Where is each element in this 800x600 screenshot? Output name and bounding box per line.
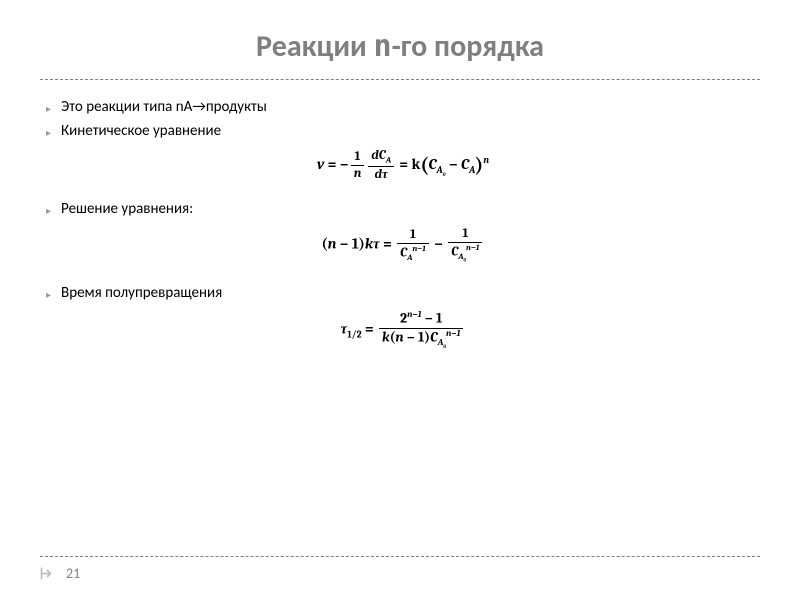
f1-eq2: = k [396,155,420,173]
bullet-3: ▸ Решение уравнения: [46,200,760,218]
bullet-3-text: Решение уравнения: [61,200,193,218]
title-part1: Реакции [256,28,374,65]
bottom-divider [40,556,760,557]
f2-frac2: 1CA0n−1 [448,226,482,264]
top-divider [40,79,760,80]
formula-halflife: τ1/2 = 2n−1 − 1k(n − 1)CA0n−1 [46,310,760,350]
title-n: n [374,29,392,64]
formula-solution: (n − 1)kτ = 1CAn−1 − 1CA0n−1 [46,226,760,264]
f1-frac1: 1n [351,149,365,181]
page-number: 21 [66,565,80,582]
f2-frac1: 1CAn−1 [397,227,429,263]
title-part2: -го порядка [392,28,544,65]
slide: Реакции n-го порядка ▸ Это реакции типа … [0,0,800,600]
f1-frac2: dCAdτ [368,148,394,182]
bullet-2-text: Кинетическое уравнение [61,122,221,140]
bullet-4-text: Время полупревращения [61,284,222,302]
bullet-marker-icon: ▸ [46,102,51,115]
formula-kinetic: v = −1ndCAdτ = k(CA0 − CA)n [46,148,760,182]
bullet-1: ▸ Это реакции типа nA→продукты [46,98,760,116]
f3-frac: 2n−1 − 1k(n − 1)CA0n−1 [379,310,463,350]
bullet-marker-icon: ▸ [46,288,51,301]
bullet-4: ▸ Время полупревращения [46,284,760,302]
f1-eq1: = − [324,155,348,173]
footer-row: 21 [40,565,760,582]
content-area: ▸ Это реакции типа nA→продукты ▸ Кинетич… [40,98,760,350]
bullet-2: ▸ Кинетическое уравнение [46,122,760,140]
bullet-1-text: Это реакции типа nA→продукты [61,98,267,116]
bullet-marker-icon: ▸ [46,126,51,139]
slide-title: Реакции n-го порядка [40,28,760,65]
footer-arrow-icon [40,566,58,581]
bullet-marker-icon: ▸ [46,204,51,217]
footer: 21 [40,556,760,582]
